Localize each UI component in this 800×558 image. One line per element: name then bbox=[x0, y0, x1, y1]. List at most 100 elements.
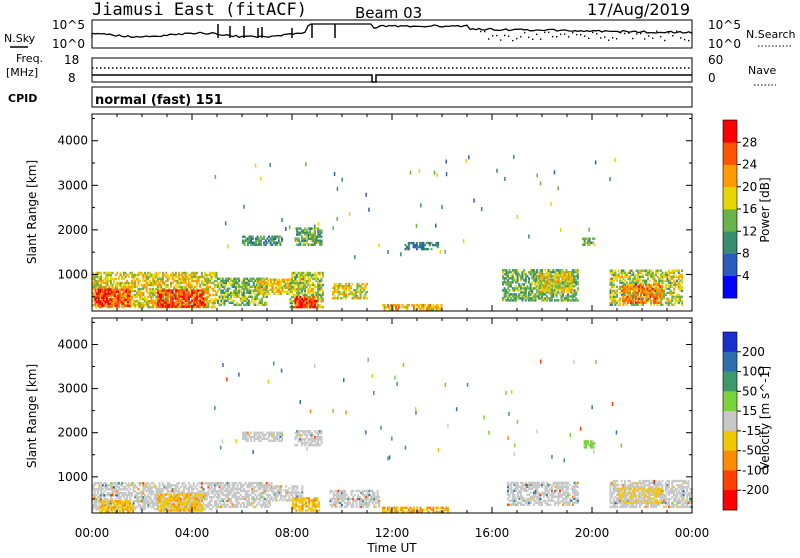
noise-search-dot bbox=[504, 35, 505, 36]
noise-search-dot bbox=[588, 38, 589, 39]
noise-search-dot bbox=[640, 33, 641, 34]
noise-search-dot bbox=[592, 32, 593, 33]
colorbar-swatch bbox=[723, 470, 737, 490]
cpid-program: normal (fast) 151 bbox=[95, 93, 223, 108]
noise-search-dot bbox=[612, 37, 613, 38]
noise-search-dot bbox=[536, 34, 537, 35]
noise-search-dot bbox=[600, 37, 601, 38]
noise-search-dot bbox=[616, 38, 617, 39]
noise-search-dot bbox=[684, 39, 685, 40]
colorbar-swatch bbox=[723, 490, 737, 510]
date-title: 17/Aug/2019 bbox=[587, 0, 690, 19]
colorbar-tick-label: 200 bbox=[742, 345, 765, 359]
noise-search-dot bbox=[508, 36, 509, 37]
noise-search-dot bbox=[584, 36, 585, 37]
freq-panel: Freq. [MHz] 18 8 60 0 Nave bbox=[6, 52, 776, 85]
y-tick-label: 4000 bbox=[57, 337, 88, 351]
noise-search-dot bbox=[484, 31, 485, 32]
noise-search-dots bbox=[218, 24, 689, 41]
noise-search-dot bbox=[620, 32, 621, 33]
noise-search-dot bbox=[488, 38, 489, 39]
freq-unit-label: [MHz] bbox=[6, 66, 38, 79]
freq-line bbox=[92, 75, 692, 82]
power-y-label: Slant Range [km] bbox=[25, 160, 39, 264]
noise-tick-top: 10^5 bbox=[52, 18, 85, 32]
velocity-colorbar-label: Velocity [m s^-1] bbox=[758, 366, 772, 470]
colorbar-swatch bbox=[723, 187, 737, 210]
x-tick-label: 04:00 bbox=[175, 526, 210, 540]
noise-search-dot bbox=[652, 38, 653, 39]
station-title: Jiamusi East (fitACF) bbox=[92, 0, 307, 20]
noise-search-dot bbox=[524, 32, 525, 33]
colorbar-swatch bbox=[723, 332, 737, 352]
noise-search-dot bbox=[632, 38, 633, 39]
noise-search-dot bbox=[496, 35, 497, 36]
noise-search-dot bbox=[528, 37, 529, 38]
noise-search-dot bbox=[512, 40, 513, 41]
noise-search-dot bbox=[580, 34, 581, 35]
noise-search-dot bbox=[560, 34, 561, 35]
noise-panel: N.Sky 10^5 10^0 10^5 10^0 N.Search bbox=[4, 18, 796, 51]
colorbar-tick-label: 12 bbox=[742, 224, 757, 238]
noise-search-dot bbox=[564, 33, 565, 34]
noise-search-dot bbox=[492, 35, 493, 36]
noise-search-dot bbox=[688, 40, 689, 41]
x-tick-label: 00:00 bbox=[75, 526, 110, 540]
colorbar-swatch bbox=[723, 276, 737, 299]
noise-sky-line bbox=[92, 24, 692, 38]
noise-search-dot bbox=[572, 32, 573, 33]
noise-left-label: N.Sky bbox=[4, 32, 36, 45]
y-tick-label: 1000 bbox=[57, 267, 88, 281]
y-tick-label: 2000 bbox=[57, 223, 88, 237]
power-colorbar-label: Power [dB] bbox=[758, 177, 772, 242]
noise-search-dot bbox=[556, 36, 557, 37]
noise-search-dot bbox=[672, 35, 673, 36]
noise-search-dot bbox=[516, 38, 517, 39]
colorbar-swatch bbox=[723, 372, 737, 392]
noise-right-label: N.Search bbox=[746, 28, 796, 41]
nave-tick-bottom: 0 bbox=[708, 71, 716, 85]
noise-search-dot bbox=[604, 36, 605, 37]
noise-search-dot bbox=[500, 39, 501, 40]
nave-tick-top: 60 bbox=[708, 53, 723, 67]
colorbar-tick-label: 15 bbox=[742, 404, 757, 418]
y-tick-label: 3000 bbox=[57, 178, 88, 192]
noise-search-dot bbox=[624, 33, 625, 34]
x-tick-label: 00:00 bbox=[675, 526, 710, 540]
noise-search-dot bbox=[544, 32, 545, 33]
noise-search-dot bbox=[568, 36, 569, 37]
freq-tick-bottom: 8 bbox=[68, 71, 76, 85]
colorbar-tick-label: 16 bbox=[742, 202, 757, 216]
colorbar-swatch bbox=[723, 352, 737, 372]
noise-search-dot bbox=[548, 32, 549, 33]
noise-search-dot bbox=[664, 40, 665, 41]
colorbar-swatch bbox=[723, 391, 737, 411]
noise-search-dot bbox=[540, 39, 541, 40]
noise-search-dot bbox=[520, 36, 521, 37]
noise-search-dot bbox=[676, 30, 677, 31]
scatter-region-6 bbox=[295, 296, 318, 309]
colorbar-swatch bbox=[723, 142, 737, 165]
x-tick-label: 08:00 bbox=[275, 526, 310, 540]
x-axis-label: Time UT bbox=[366, 541, 417, 554]
colorbar-tick-label: 24 bbox=[742, 158, 757, 172]
noise-search-dot bbox=[644, 38, 645, 39]
noise-search-dot bbox=[532, 39, 533, 40]
scatter-region-2 bbox=[157, 493, 203, 511]
nave-label: Nave bbox=[748, 64, 776, 77]
colorbar-tick-label: 28 bbox=[742, 135, 757, 149]
noise-search-dot bbox=[576, 34, 577, 35]
colorbar-tick-label: 20 bbox=[742, 180, 757, 194]
freq-tick-top: 18 bbox=[64, 53, 79, 67]
y-tick-label: 3000 bbox=[57, 382, 88, 396]
y-tick-label: 1000 bbox=[57, 470, 88, 484]
colorbar-tick-label: -200 bbox=[742, 483, 769, 497]
noise-search-dot bbox=[628, 32, 629, 33]
noise-search-dot bbox=[648, 35, 649, 36]
y-tick-label: 4000 bbox=[57, 134, 88, 148]
noise-search-dot bbox=[596, 33, 597, 34]
